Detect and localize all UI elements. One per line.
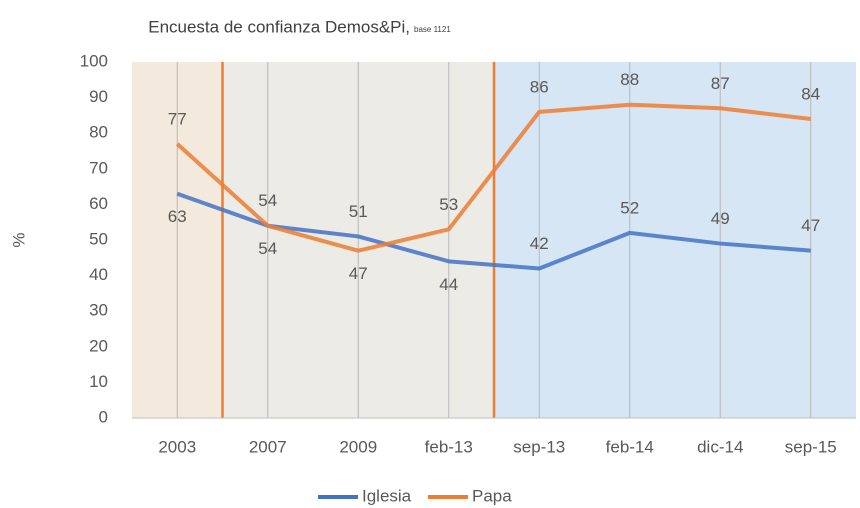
y-tick-label: 20 [89,336,108,355]
data-label: 54 [258,191,277,210]
y-axis-label: % [9,232,28,247]
x-tick-label: 2009 [339,437,377,456]
chart-subtitle: base 1121 [414,25,451,34]
legend-label: Papa [472,486,512,505]
data-label: 42 [530,234,549,253]
data-label: 84 [801,84,820,103]
y-tick-label: 40 [89,265,108,284]
chart: Encuesta de confianza Demos&Pi, base 112… [0,0,860,508]
y-tick-label: 70 [89,158,108,177]
data-label: 51 [349,202,368,221]
y-tick-label: 100 [80,51,108,70]
y-tick-label: 90 [89,87,108,106]
x-tick-label: sep-15 [785,437,837,456]
data-label: 86 [530,77,549,96]
y-tick-label: 60 [89,194,108,213]
x-tick-label: dic-14 [697,437,743,456]
data-label: 47 [801,216,820,235]
data-label: 47 [349,264,368,283]
data-label: 52 [620,198,639,217]
data-label: 53 [439,195,458,214]
x-tick-label: sep-13 [513,437,565,456]
x-tick-label: 2007 [249,437,287,456]
legend-label: Iglesia [362,486,412,505]
x-tick-label: feb-14 [606,437,654,456]
y-tick-label: 80 [89,123,108,142]
data-label: 87 [711,74,730,93]
data-label: 44 [439,275,458,294]
data-label: 77 [168,109,187,128]
y-tick-label: 50 [89,229,108,248]
data-label: 49 [711,209,730,228]
y-tick-label: 10 [89,372,108,391]
data-label: 54 [258,239,277,258]
data-label: 63 [168,207,187,226]
page: Encuesta de confianza Demos&Pi, base 112… [0,0,860,508]
y-tick-label: 30 [89,301,108,320]
data-label: 88 [620,70,639,89]
x-tick-label: feb-13 [425,437,473,456]
chart-title: Encuesta de confianza Demos&Pi, [148,17,410,36]
y-tick-label: 0 [99,407,108,426]
x-tick-label: 2003 [158,437,196,456]
